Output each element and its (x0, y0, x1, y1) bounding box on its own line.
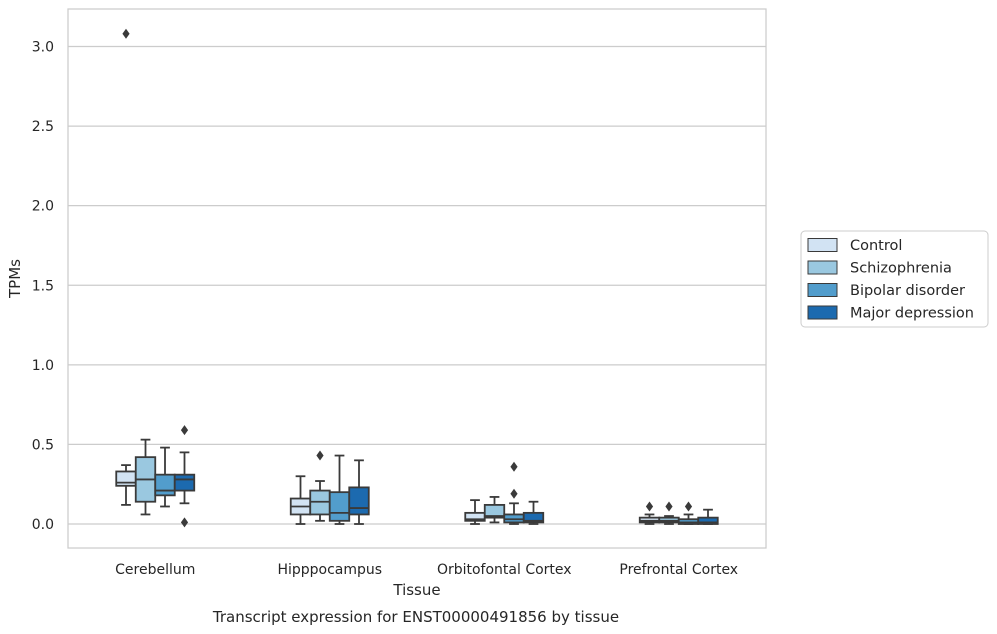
plot-frame (67, 8, 767, 549)
outlier-point (510, 488, 518, 499)
plot-area (115, 28, 719, 528)
outlier-point (316, 450, 324, 461)
outlier-point (510, 461, 518, 472)
y-tick-label: 2.0 (32, 199, 54, 215)
box-major-depression (348, 459, 370, 525)
outlier-point (684, 501, 693, 512)
outlier-point (665, 501, 673, 512)
iqr-box (522, 511, 545, 524)
iqr-box (173, 473, 196, 492)
legend-entry: Bipolar disorder (850, 283, 965, 299)
x-tick-label: Hipppocampus (277, 562, 382, 578)
iqr-box (348, 486, 370, 516)
box-control (464, 499, 486, 525)
box-bipolar-disorder (503, 461, 525, 525)
x-tick-label: Cerebellum (115, 562, 195, 578)
outlier-point (180, 517, 189, 528)
y-axis-ticks: 0.0 0.5 1.0 1.5 2.0 2.5 3.0 (32, 40, 54, 534)
x-tick-label: Prefrontal Cortex (619, 562, 738, 578)
legend-entry: Major depression (850, 306, 974, 322)
x-tick-label: Orbitofontal Cortex (437, 562, 572, 578)
box-schizophrenia (134, 438, 157, 516)
y-tick-label: 1.5 (32, 278, 54, 294)
iqr-box (697, 516, 719, 525)
y-axis-label: TPMs (6, 259, 24, 299)
legend-swatch (807, 283, 838, 297)
legend-swatch (807, 238, 838, 252)
y-tick-label: 0.5 (32, 437, 54, 453)
box-bipolar-disorder (677, 501, 700, 525)
y-tick-label: 2.5 (32, 119, 54, 135)
x-axis-label: Tissue (392, 581, 440, 599)
x-axis-ticks: Cerebellum Hipppocampus Orbitofontal Corte… (115, 562, 738, 578)
legend-frame (800, 230, 989, 328)
legend: Control Schizophrenia Bipolar disorder Majo… (800, 230, 989, 328)
box-major-depression (173, 425, 196, 528)
box-schizophrenia (658, 501, 680, 525)
chart-caption: Transcript expression for ENST0000049185… (212, 608, 619, 626)
box-bipolar-disorder (328, 454, 351, 525)
box-control (289, 475, 312, 525)
legend-swatch (807, 260, 838, 275)
outlier-point (122, 28, 130, 39)
box-bipolar-disorder (154, 446, 176, 508)
iqr-box (483, 503, 506, 519)
box-major-depression (697, 508, 719, 525)
box-schizophrenia (309, 450, 331, 522)
y-tick-label: 0.0 (32, 517, 54, 533)
legend-entry: Control (850, 238, 902, 254)
gridlines (68, 45, 766, 525)
box-control (638, 501, 661, 525)
y-tick-label: 1.0 (32, 358, 54, 374)
outlier-point (180, 425, 189, 436)
iqr-box (328, 491, 351, 522)
iqr-box (154, 473, 176, 497)
box-control (115, 28, 137, 506)
y-tick-label: 3.0 (32, 40, 54, 56)
legend-entry: Schizophrenia (850, 261, 952, 277)
box-major-depression (522, 500, 545, 525)
legend-swatch (807, 305, 838, 320)
iqr-box (115, 470, 137, 487)
box-schizophrenia (483, 496, 506, 524)
outlier-point (645, 501, 654, 512)
